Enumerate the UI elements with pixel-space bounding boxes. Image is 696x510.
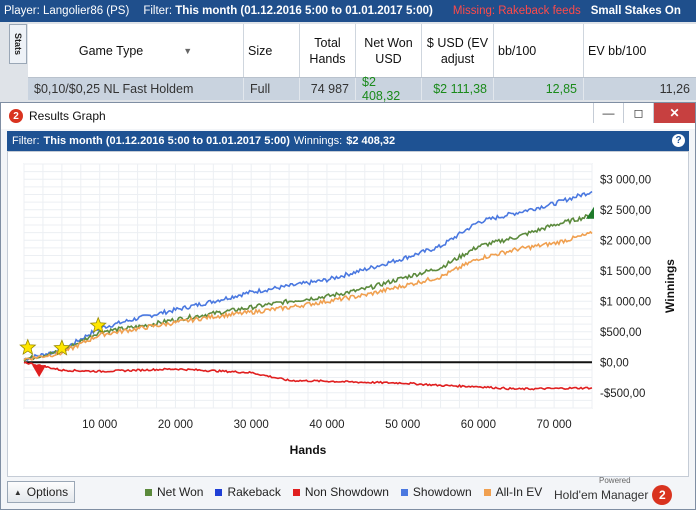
player-bar: Player: Langolier86 (PS) Filter: This mo…: [0, 0, 696, 22]
series-line-all-in-ev: [23, 230, 593, 361]
y-axis-label: Winnings: [663, 259, 677, 313]
x-tick-label: 30 000: [234, 419, 269, 431]
table-header: Game Type ▼ Size Total Hands Net Won USD …: [28, 24, 696, 78]
player-name[interactable]: Langolier86 (PS): [43, 5, 130, 17]
y-tick-label: $1 500,00: [600, 266, 651, 278]
series-line-net-won: [23, 214, 593, 362]
player-label: Player:: [4, 5, 40, 17]
hm2-logo-icon: 2: [9, 109, 23, 123]
graph-filter-bar: Filter: This month (01.12.2016 5:00 to 0…: [7, 131, 689, 151]
y-tick-label: -$500,00: [600, 388, 645, 400]
star-marker-icon: [89, 316, 107, 333]
star-marker-icon: [19, 338, 37, 355]
options-label: Options: [26, 485, 69, 499]
column-header-net-won[interactable]: Net Won USD: [356, 24, 422, 77]
cell-ev-bb100: 11,26: [659, 82, 690, 96]
filter-label: Filter:: [143, 5, 173, 17]
results-chart: 10 000 20 000 30 000 40 000 50 000 60 000 70 0…: [7, 151, 689, 477]
window-title-bar[interactable]: 2 Results Graph — ◻ ✕: [1, 103, 695, 129]
legend-swatch: [215, 488, 223, 496]
x-tick-label: 50 000: [385, 419, 420, 431]
legend-item-net-won[interactable]: Net Won: [145, 485, 203, 499]
x-tick-label: 40 000: [309, 419, 344, 431]
legend-item-rakeback[interactable]: Rakeback: [215, 485, 281, 499]
y-tick-label: $1 000,00: [600, 296, 651, 308]
options-button[interactable]: ▲ Options: [7, 481, 75, 503]
winnings-value: $2 408,32: [346, 135, 396, 147]
x-tick-label: 10 000: [82, 419, 117, 431]
graph-footer: ▲ Options Net Won Rakeback Non Showdown …: [1, 476, 695, 509]
triangle-up-marker-icon: [586, 206, 594, 219]
triangle-up-icon: ▲: [13, 487, 22, 497]
column-header-game-type[interactable]: Game Type ▼: [28, 24, 244, 77]
x-tick-label: 70 000: [537, 419, 572, 431]
cell-ev-adjusted: $2 111,38: [422, 78, 494, 100]
star-marker-icon: [53, 339, 71, 356]
cell-bb100: 12,85: [494, 78, 584, 100]
close-icon[interactable]: ✕: [653, 103, 695, 123]
legend-item-all-in-ev[interactable]: All-In EV: [483, 485, 542, 499]
window-title: Results Graph: [29, 109, 106, 123]
cell-total-hands: 74 987: [300, 78, 356, 100]
column-header-bb100[interactable]: bb/100: [494, 24, 584, 77]
powered-text: Powered: [599, 476, 631, 485]
results-graph-window: 2 Results Graph — ◻ ✕ Filter: This month…: [0, 102, 696, 510]
legend-item-showdown[interactable]: Showdown: [400, 485, 472, 499]
x-axis-label: Hands: [290, 443, 327, 457]
y-tick-label: $0,00: [600, 357, 629, 369]
column-header-size[interactable]: Size: [244, 24, 300, 77]
chart-legend: Net Won Rakeback Non Showdown Showdown A…: [145, 485, 554, 499]
help-icon[interactable]: ?: [672, 134, 685, 147]
triangle-down-marker-icon: [32, 365, 47, 378]
y-tick-label: $2 000,00: [600, 235, 651, 247]
missing-feeds-warning[interactable]: Missing: Rakeback feeds: [452, 5, 581, 17]
legend-item-non-showdown[interactable]: Non Showdown: [292, 485, 389, 499]
graph-filter-label: Filter:: [12, 135, 40, 147]
x-tick-label: 60 000: [461, 419, 496, 431]
minimize-icon[interactable]: —: [593, 103, 623, 123]
column-header-ev-bb100[interactable]: EV bb/100: [588, 43, 647, 58]
cell-net-won: $2 408,32: [356, 75, 422, 103]
sort-arrow-icon[interactable]: ▼: [183, 45, 193, 56]
table-row[interactable]: $0,10/$0,25 NL Fast Holdem Full 74 987 $…: [28, 75, 696, 103]
hem-brand: Hold'em Manager 2: [554, 485, 673, 505]
brand-name: Hold'em Manager: [554, 488, 649, 502]
cell-size: Full: [244, 78, 300, 100]
filter-value[interactable]: This month (01.12.2016 5:00 to 01.01.201…: [175, 5, 433, 17]
x-tick-label: 20 000: [158, 419, 193, 431]
graph-filter-value[interactable]: This month (01.12.2016 5:00 to 01.01.201…: [43, 135, 290, 147]
legend-swatch: [483, 488, 491, 496]
series-line-non-showdown: [23, 361, 593, 391]
stats-tab[interactable]: Stats: [9, 24, 27, 64]
winnings-label: Winnings:: [293, 135, 343, 147]
column-header-total-hands[interactable]: Total Hands: [300, 24, 356, 77]
legend-swatch: [145, 488, 152, 496]
legend-swatch: [400, 488, 408, 496]
legend-swatch: [292, 488, 300, 496]
y-tick-label: $2 500,00: [600, 205, 651, 217]
y-tick-label: $500,00: [600, 327, 642, 339]
stakes-label[interactable]: Small Stakes On: [590, 5, 681, 17]
series-line-showdown: [23, 190, 593, 362]
chart-svg: 10 000 20 000 30 000 40 000 50 000 60 000 70 0…: [19, 163, 677, 457]
maximize-icon[interactable]: ◻: [623, 103, 653, 123]
y-tick-label: $3 000,00: [600, 174, 651, 186]
cell-game-type: $0,10/$0,25 NL Fast Holdem: [28, 78, 244, 100]
column-header-ev-adjusted[interactable]: $ USD (EV adjust: [422, 24, 494, 77]
hm2-badge-icon: 2: [652, 485, 673, 505]
